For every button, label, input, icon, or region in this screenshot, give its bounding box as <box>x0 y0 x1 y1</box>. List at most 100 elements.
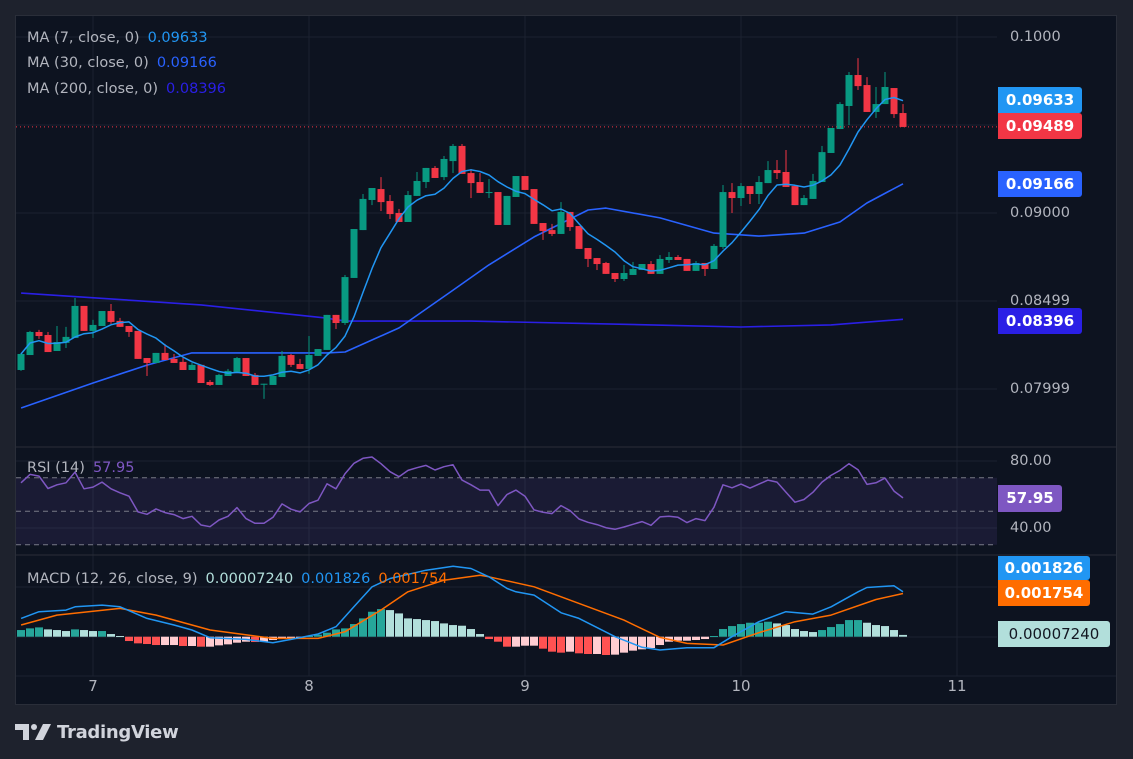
time-axis-label: 11 <box>947 677 967 695</box>
legend-macd[interactable]: MACD (12, 26, close, 9) 0.00007240 0.00182… <box>27 570 448 588</box>
macd-histogram-bar <box>341 628 350 637</box>
macd-histogram-bar <box>323 632 332 637</box>
candle <box>791 186 799 206</box>
candle-body <box>341 277 349 323</box>
macd-histogram-bar <box>287 636 296 639</box>
candle <box>557 202 565 234</box>
time-axis-label: 8 <box>304 677 314 695</box>
tradingview-wordmark: TradingView <box>57 721 179 743</box>
candle-body <box>638 264 646 271</box>
macd-histogram-bar <box>548 636 557 652</box>
price-pane <box>16 58 997 409</box>
macd-histogram-bar <box>467 629 476 637</box>
legend-ma200-value: 0.08396 <box>166 81 227 97</box>
macd-histogram-bar <box>170 636 179 646</box>
macd-histogram-bar <box>161 636 170 646</box>
candle <box>62 326 70 348</box>
candle-body <box>719 192 727 247</box>
macd-histogram-bar <box>458 625 467 637</box>
macd-histogram-bar <box>827 627 836 637</box>
candle-body <box>764 170 772 184</box>
candle-body <box>233 358 241 372</box>
candle <box>305 336 313 374</box>
macd-histogram-bar <box>179 636 188 647</box>
candle <box>854 58 862 90</box>
ma30-line <box>20 183 904 409</box>
macd-histogram-bar <box>566 636 575 652</box>
candle <box>548 223 556 237</box>
candle-body <box>530 189 538 224</box>
price-axis-label: 0.1000 <box>1010 29 1061 45</box>
candle <box>602 261 610 274</box>
macd-histogram-bar <box>386 610 395 637</box>
candle <box>728 183 736 213</box>
macd-pane <box>17 565 908 656</box>
macd-histogram-bar <box>836 624 845 637</box>
candle-body <box>584 248 592 259</box>
candle-body <box>701 262 709 269</box>
candle-body <box>62 336 70 343</box>
macd-histogram-bar <box>710 636 719 638</box>
macd-histogram-bar <box>683 636 692 641</box>
candle-body <box>116 320 124 327</box>
legend-ma30[interactable]: MA (30, close, 0) 0.09166 <box>27 54 217 72</box>
macd-histogram-bar <box>431 621 440 637</box>
candle <box>440 155 448 181</box>
candle <box>431 166 439 178</box>
tradingview-logo[interactable]: TradingView <box>15 721 179 743</box>
candle <box>836 102 844 130</box>
legend-ma7[interactable]: MA (7, close, 0) 0.09633 <box>27 29 208 47</box>
candle-body <box>521 176 529 190</box>
macd-histogram-bar <box>116 636 125 638</box>
candle <box>539 223 547 240</box>
macd-histogram-bar <box>44 629 53 637</box>
candle-body <box>251 374 259 385</box>
candle-body <box>791 186 799 206</box>
legend-ma7-value: 0.09633 <box>147 30 208 46</box>
ma200-value-box: 0.08396 <box>998 308 1082 334</box>
candle <box>125 325 133 337</box>
time-axis-label: 9 <box>520 677 530 695</box>
candle <box>215 373 223 385</box>
macd-histogram-bar <box>413 619 422 637</box>
candle-body <box>170 358 178 363</box>
candle-body <box>467 173 475 184</box>
candle-body <box>809 180 817 199</box>
macd-histogram-bar <box>350 624 359 637</box>
macd-histogram-bar <box>125 636 134 642</box>
time-axis-label: 7 <box>88 677 98 695</box>
macd-histogram-bar <box>404 618 413 637</box>
candle-body <box>845 75 853 106</box>
candle <box>134 330 142 359</box>
candle <box>881 72 889 105</box>
chart-frame[interactable] <box>15 15 1117 705</box>
legend-macd-signal-value: 0.001754 <box>378 571 448 587</box>
macd-histogram-bar <box>197 636 206 647</box>
legend-rsi[interactable]: RSI (14) 57.95 <box>27 459 134 477</box>
macd-histogram-bar <box>314 634 323 637</box>
candle <box>782 149 790 187</box>
macd-histogram-bar <box>494 636 503 642</box>
legend-ma30-label: MA (30, close, 0) <box>27 55 149 71</box>
candle-body <box>710 245 718 269</box>
macd-histogram-bar <box>251 636 260 643</box>
candle <box>710 243 718 269</box>
candle-body <box>350 229 358 278</box>
candle <box>152 352 160 363</box>
legend-ma200[interactable]: MA (200, close, 0) 0.08396 <box>27 80 226 98</box>
candle <box>764 161 772 184</box>
candle <box>773 160 781 180</box>
macd-histogram-bar <box>638 636 647 650</box>
macd-histogram-bar <box>134 636 143 644</box>
candle-body <box>557 211 565 234</box>
candle <box>512 176 520 197</box>
macd-histogram-bar <box>620 636 629 653</box>
legend-ma30-value: 0.09166 <box>156 55 217 71</box>
price-axis-label: 0.08499 <box>1010 293 1070 309</box>
candle <box>188 362 196 370</box>
macd-signal-line <box>20 574 904 646</box>
candle-body <box>692 262 700 271</box>
candle <box>845 72 853 125</box>
candle <box>80 305 88 331</box>
